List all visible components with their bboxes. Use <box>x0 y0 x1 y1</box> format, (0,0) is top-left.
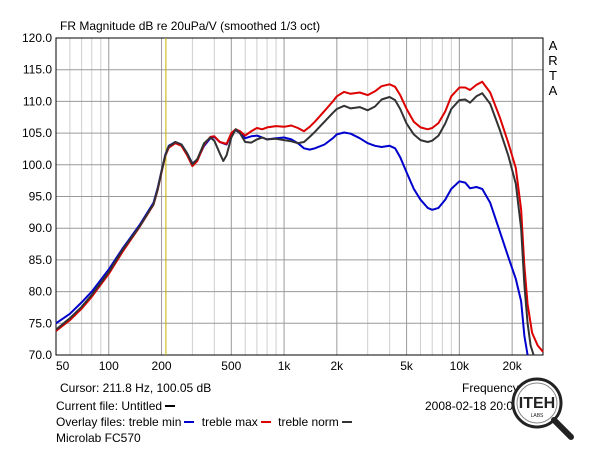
side-label-letter: A <box>549 83 558 98</box>
x-tick-label: 100 <box>99 359 119 373</box>
y-tick-labels: 120.0 115.0 110.0 105.0 100.0 95.0 90.0 85.0 80.… <box>22 31 52 362</box>
timestamp: 2008-02-18 20:08:55 <box>425 399 537 413</box>
x-tick-label: 2k <box>330 359 344 373</box>
x-tick-label: 1k <box>278 359 292 373</box>
logo-text: ITEH <box>519 395 555 412</box>
y-tick-label: 105.0 <box>22 126 52 140</box>
overlay-item-treble-norm: treble norm <box>278 415 339 429</box>
series-layer <box>55 80 544 356</box>
chart-title: FR Magnitude dB re 20uPa/V (smoothed 1/3… <box>60 19 320 33</box>
y-tick-label: 120.0 <box>22 31 52 45</box>
frequency-response-chart: 120.0 115.0 110.0 105.0 100.0 95.0 90.0 85.0 80.… <box>22 19 558 373</box>
x-tick-label: 5k <box>400 359 414 373</box>
swatch-treble-min <box>184 420 195 423</box>
y-tick-label: 115.0 <box>23 63 52 77</box>
current-file-swatch <box>165 404 176 407</box>
side-label-letter: A <box>549 38 558 53</box>
x-tick-label: 200 <box>152 359 172 373</box>
y-tick-label: 90.0 <box>29 221 53 235</box>
current-file-label: Current file: Untitled <box>56 399 163 413</box>
overlay-item-treble-max: treble max <box>201 415 258 429</box>
y-tick-label: 95.0 <box>29 190 53 204</box>
overlay-files-line: Overlay files: treble min treble max tre… <box>56 415 356 429</box>
y-tick-label: 85.0 <box>29 253 53 267</box>
side-label-letter: R <box>548 53 557 68</box>
overlay-item-treble-min: treble min <box>128 415 182 429</box>
grid-major <box>56 38 543 355</box>
y-tick-label: 75.0 <box>29 316 53 330</box>
x-tick-label: 50 <box>56 359 70 373</box>
logo-subtext: LABS <box>531 413 544 419</box>
device-model: Microlab FC570 <box>56 431 141 445</box>
iteh-logo-magnifier-icon: ITEH LABS <box>511 377 574 440</box>
series-line-overlay-2 <box>55 92 535 356</box>
y-tick-label: 80.0 <box>29 285 53 299</box>
cursor-readout: Cursor: 211.8 Hz, 100.05 dB <box>60 381 212 395</box>
side-label-letter: T <box>549 68 557 83</box>
series-line-treble-norm <box>55 80 544 353</box>
y-tick-label: 110.0 <box>23 94 52 108</box>
swatch-treble-norm <box>341 420 352 423</box>
overlay-label: Overlay files: <box>56 415 126 429</box>
x-tick-label: 10k <box>450 359 470 373</box>
y-tick-label: 70.0 <box>29 348 53 362</box>
current-file-line: Current file: Untitled <box>56 399 179 413</box>
y-tick-label: 100.0 <box>22 158 52 172</box>
x-tick-labels: 50 100 200 500 1k 2k 5k 10k 20k <box>56 359 523 373</box>
plot-frame <box>55 37 544 356</box>
x-tick-label: 20k <box>502 359 522 373</box>
swatch-treble-max <box>260 420 271 423</box>
x-tick-label: 500 <box>221 359 241 373</box>
